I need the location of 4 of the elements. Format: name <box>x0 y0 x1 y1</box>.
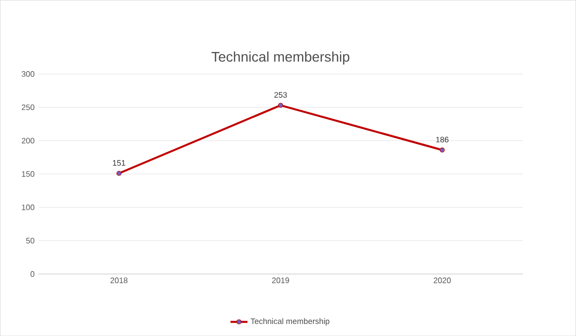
point <box>116 170 122 176</box>
point <box>440 147 445 152</box>
chart-title: Technical membership <box>212 51 350 64</box>
point <box>278 102 284 108</box>
